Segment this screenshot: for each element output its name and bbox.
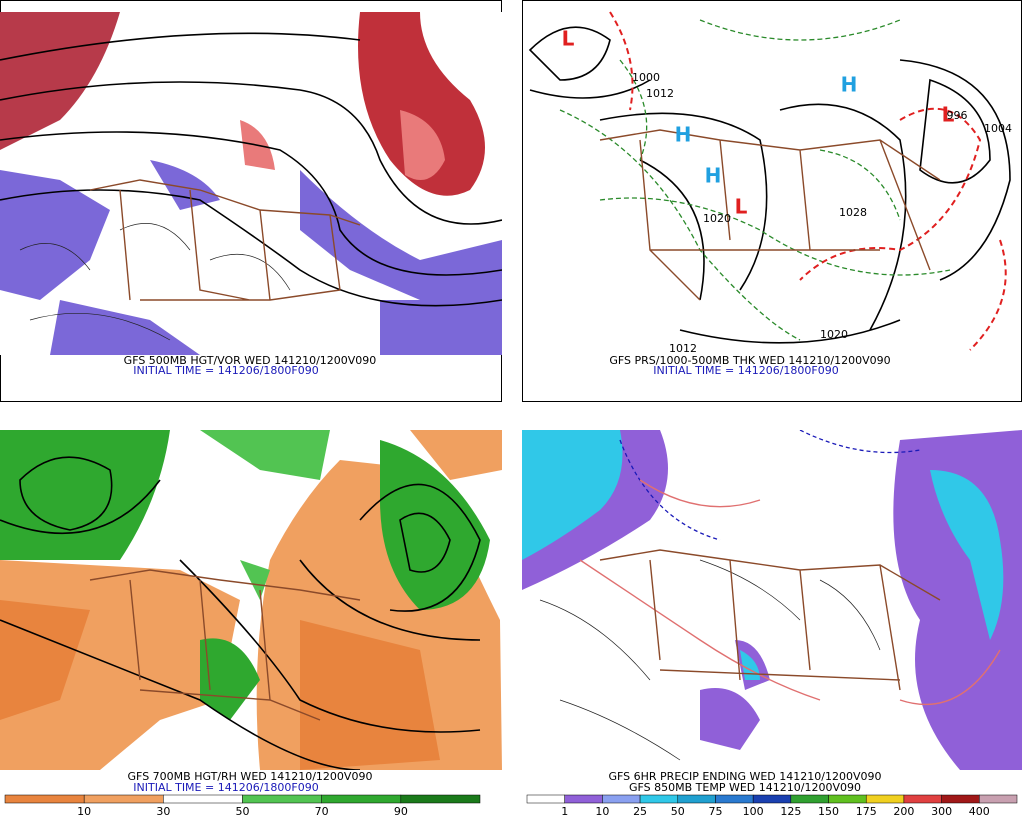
colorbar-swatch bbox=[564, 794, 603, 804]
map bbox=[0, 12, 502, 355]
colorbar-swatch bbox=[715, 794, 754, 804]
colorbar: 1 10 25 50 75 100 125 150 175 200 300 400 bbox=[526, 794, 1018, 818]
colorbar-swatch bbox=[321, 794, 402, 804]
high-label: H bbox=[675, 123, 692, 147]
colorbar-label: 175 bbox=[856, 805, 877, 818]
panel-frame bbox=[522, 0, 1022, 402]
contour-label: 1020 bbox=[703, 212, 731, 225]
high-label: H bbox=[705, 164, 722, 188]
colorbar-label: 90 bbox=[394, 805, 408, 818]
caption: GFS 6HR PRECIP ENDING WED 141210/1200V09… bbox=[609, 770, 882, 783]
colorbar-label: 125 bbox=[780, 805, 801, 818]
colorbar-swatch bbox=[828, 794, 867, 804]
colorbar-swatch bbox=[865, 794, 905, 804]
colorbar-label: 400 bbox=[969, 805, 990, 818]
panel-precip: GFS 6HR PRECIP ENDING WED 141210/1200V09… bbox=[522, 430, 1022, 818]
contour-label: 996 bbox=[947, 109, 968, 122]
colorbar-label: 10 bbox=[77, 805, 91, 818]
colorbar-swatch bbox=[979, 794, 1018, 804]
colorbar-swatch bbox=[163, 794, 243, 804]
colorbar-label: 25 bbox=[633, 805, 647, 818]
colorbar-swatch bbox=[400, 794, 481, 804]
colorbar-label: 75 bbox=[708, 805, 722, 818]
colorbar-label: 150 bbox=[818, 805, 839, 818]
colorbar-label: 70 bbox=[315, 805, 329, 818]
colorbar-swatch bbox=[752, 794, 792, 804]
colorbar-label: 50 bbox=[236, 805, 250, 818]
panel-pressure: L H H H L L 1020 1028 1004 1012 1020 996… bbox=[522, 0, 1022, 402]
initial-time: INITIAL TIME = 141206/1800F090 bbox=[653, 364, 838, 377]
low-label: L bbox=[735, 195, 748, 219]
initial-time: INITIAL TIME = 141206/1800F090 bbox=[133, 781, 318, 794]
colorbar-label: 1 bbox=[561, 805, 568, 818]
map bbox=[0, 430, 502, 770]
contour-label: 1004 bbox=[984, 122, 1012, 135]
colorbar-swatch bbox=[526, 794, 565, 804]
caption: GFS 850MB TEMP WED 141210/1200V090 bbox=[629, 781, 861, 794]
colorbar-label: 30 bbox=[156, 805, 170, 818]
colorbar-swatch bbox=[602, 794, 641, 804]
initial-time: INITIAL TIME = 141206/1800F090 bbox=[133, 364, 318, 377]
high-label: H bbox=[841, 73, 858, 97]
panel-rh: GFS 700MB HGT/RH WED 141210/1200V090 INI… bbox=[0, 430, 502, 818]
contour-label: 1000 bbox=[632, 71, 660, 84]
contour-label: 1020 bbox=[820, 328, 848, 341]
colorbar-swatch bbox=[639, 794, 679, 804]
colorbar-label: 200 bbox=[893, 805, 914, 818]
map bbox=[528, 11, 1011, 351]
caption: GFS 500MB HGT/VOR WED 141210/1200V090 bbox=[124, 354, 377, 367]
low-label: L bbox=[942, 103, 955, 127]
colorbar-swatch bbox=[790, 794, 829, 804]
contour-label: 1028 bbox=[839, 206, 867, 219]
colorbar-label: 100 bbox=[743, 805, 764, 818]
caption: GFS PRS/1000-500MB THK WED 141210/1200V0… bbox=[609, 354, 890, 367]
colorbar-label: 10 bbox=[595, 805, 609, 818]
colorbar-swatch bbox=[903, 794, 942, 804]
contour-label: 1012 bbox=[669, 342, 697, 355]
panel-vorticity: GFS 500MB HGT/VOR WED 141210/1200V090 IN… bbox=[0, 0, 502, 402]
low-label: L bbox=[562, 27, 575, 51]
colorbar-label: 300 bbox=[931, 805, 952, 818]
colorbar-swatch bbox=[83, 794, 164, 804]
colorbar-label: 50 bbox=[671, 805, 685, 818]
contour-label: 1012 bbox=[646, 87, 674, 100]
colorbar: 10 30 50 70 90 bbox=[4, 794, 481, 818]
colorbar-swatch bbox=[677, 794, 716, 804]
colorbar-swatch bbox=[4, 794, 85, 804]
colorbar-swatch bbox=[941, 794, 980, 804]
caption: GFS 700MB HGT/RH WED 141210/1200V090 bbox=[128, 770, 373, 783]
map bbox=[522, 430, 1022, 770]
colorbar-swatch bbox=[242, 794, 322, 804]
